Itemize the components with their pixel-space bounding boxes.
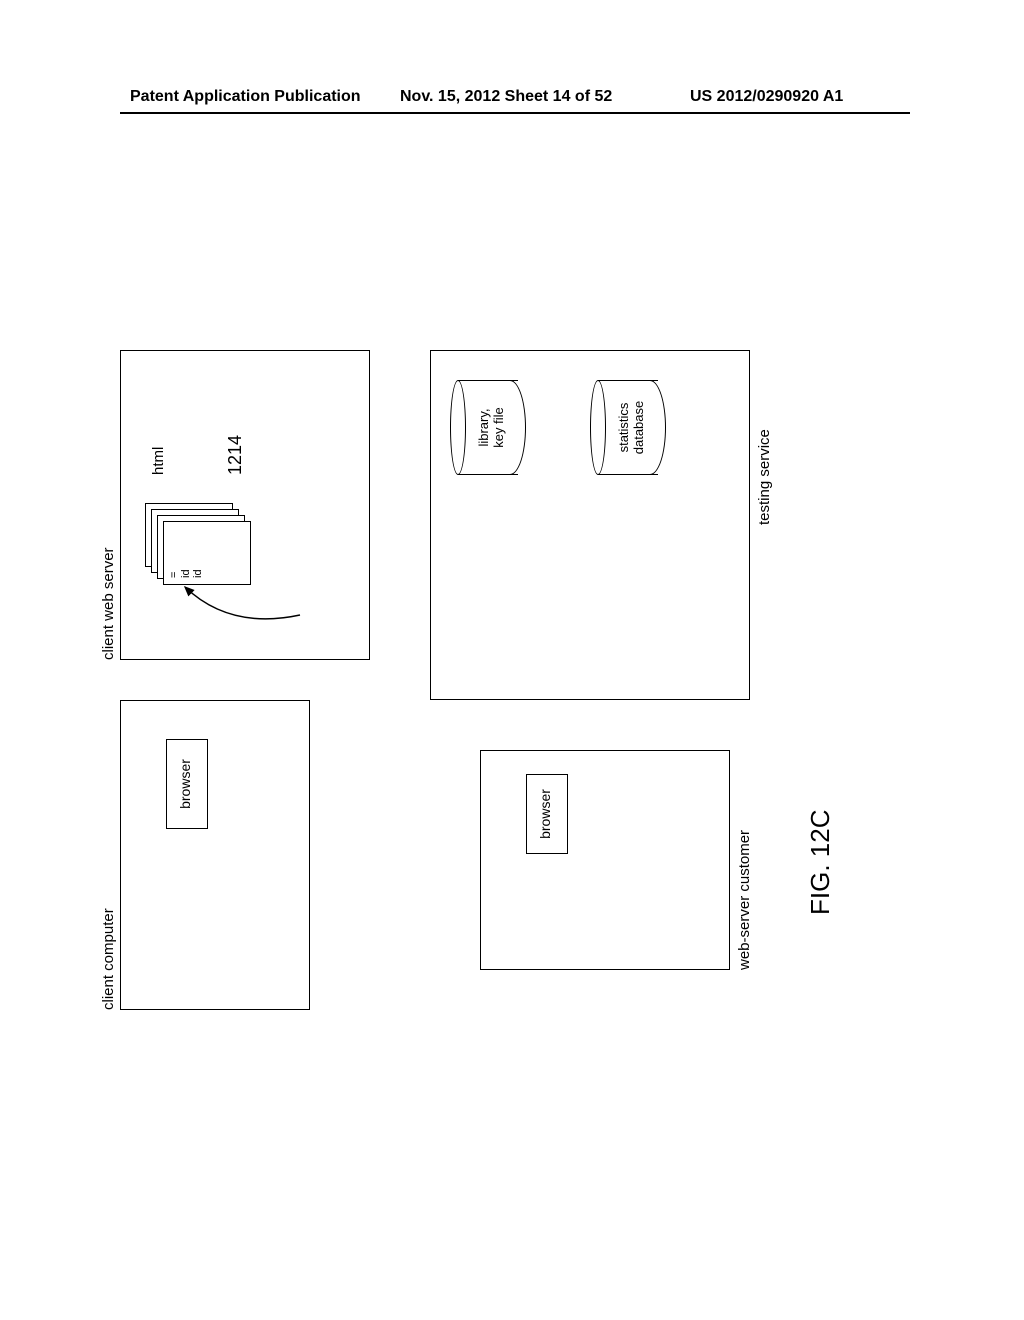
figure-label: FIG. 12C: [805, 810, 836, 915]
header-center-text: Nov. 15, 2012 Sheet 14 of 52: [400, 88, 612, 106]
client-computer-browser: browser: [166, 739, 208, 829]
library-cylinder-label: library, key file: [476, 380, 506, 475]
header-rule: [120, 112, 910, 114]
browser-label-1: browser: [177, 759, 193, 809]
html-label: html: [150, 447, 167, 475]
web-server-customer-box: browser: [480, 750, 730, 970]
header-right-text: US 2012/0290920 A1: [690, 88, 843, 106]
client-computer-box: browser: [120, 700, 310, 1010]
testing-service-label: testing service: [756, 429, 773, 525]
web-server-customer-label: web-server customer: [736, 830, 753, 970]
client-web-server-label: client web server: [100, 547, 117, 660]
statistics-cylinder: statistics database: [590, 380, 668, 475]
page: Patent Application Publication Nov. 15, …: [0, 0, 1024, 1320]
header-left-text: Patent Application Publication: [130, 88, 361, 106]
library-cylinder: library, key file: [450, 380, 528, 475]
browser-label-2: browser: [537, 789, 553, 839]
ref-number-1214: 1214: [225, 435, 246, 475]
arrow-to-file: [170, 555, 310, 635]
client-computer-label: client computer: [100, 908, 117, 1010]
web-server-customer-browser: browser: [526, 774, 568, 854]
statistics-cylinder-label: statistics database: [616, 380, 646, 475]
diagram-container: client computer browser client web serve…: [100, 330, 920, 1030]
